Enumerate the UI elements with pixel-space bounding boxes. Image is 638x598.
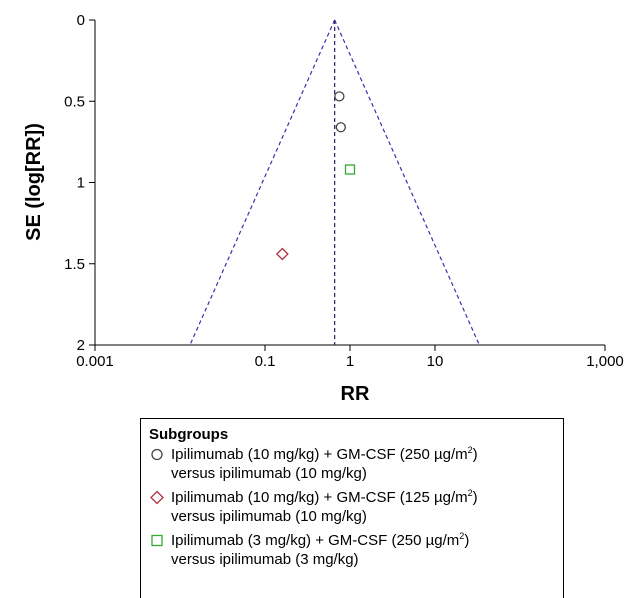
y-tick-label-3: 1.5: [64, 256, 85, 273]
legend-item-3-close: ): [464, 532, 470, 549]
legend-box: Subgroups Ipilimumab (10 mg/kg) + GM-CSF…: [140, 418, 564, 598]
x-axis-title: RR: [341, 383, 370, 405]
legend-item-1-line2: versus ipilimumab (10 mg/kg): [171, 465, 367, 482]
point-circle-0-1: [335, 122, 346, 133]
legend-item-1: Ipilimumab (10 mg/kg) + GM-CSF (250 µg/m…: [149, 445, 555, 483]
y-tick-label-1: 0.5: [64, 93, 85, 110]
diamond-marker-icon: [150, 490, 164, 505]
funnel-left-line: [189, 19, 336, 346]
point-square-2-0: [344, 164, 356, 175]
funnel-lines: [189, 19, 480, 346]
y-tick-label-2: 1: [77, 175, 85, 192]
funnel-right-line: [334, 19, 480, 346]
legend-item-2-label: Ipilimumab (10 mg/kg) + GM-CSF (125 µg/m: [171, 489, 468, 506]
axes: 0 0.5 1 1.5 20.001 0.1 1 10 1,000: [64, 12, 624, 370]
legend-item-2-line2: versus ipilimumab (10 mg/kg): [171, 508, 367, 525]
y-tick-label-4: 2: [77, 337, 85, 354]
point-diamond-1-0: [275, 247, 289, 261]
x-tick-label-1: 0.1: [255, 353, 276, 370]
legend-item-2-close: ): [472, 489, 478, 506]
x-tick-label-3: 10: [427, 353, 444, 370]
legend-item-3: Ipilimumab (3 mg/kg) + GM-CSF (250 µg/m2…: [149, 531, 555, 569]
x-tick-label-0: 0.001: [76, 353, 114, 370]
funnel-plot: 0 0.5 1 1.5 20.001 0.1 1 10 1,000 RR SE (log[RR]…: [23, 12, 624, 405]
y-axis-title: SE (log[RR]): [23, 123, 45, 241]
legend-item-3-line2: versus ipilimumab (3 mg/kg): [171, 551, 359, 568]
data-points: [275, 91, 356, 261]
legend-item-3-sup: 2: [459, 531, 465, 541]
legend-item-1-label: Ipilimumab (10 mg/kg) + GM-CSF (250 µg/m: [171, 446, 468, 463]
legend-item-3-label: Ipilimumab (3 mg/kg) + GM-CSF (250 µg/m: [171, 532, 460, 549]
legend-item-2: Ipilimumab (10 mg/kg) + GM-CSF (125 µg/m…: [149, 488, 555, 526]
circle-marker-icon: [151, 448, 163, 461]
legend-item-1-sup: 2: [467, 445, 473, 455]
square-marker-icon: [151, 534, 163, 547]
point-circle-0-0: [334, 91, 345, 102]
x-tick-label-2: 1: [346, 353, 354, 370]
y-tick-label-0: 0: [77, 12, 85, 29]
legend-item-2-sup: 2: [467, 488, 473, 498]
legend-item-1-close: ): [472, 446, 478, 463]
x-tick-label-4: 1,000: [586, 353, 624, 370]
legend-title: Subgroups: [149, 426, 229, 443]
